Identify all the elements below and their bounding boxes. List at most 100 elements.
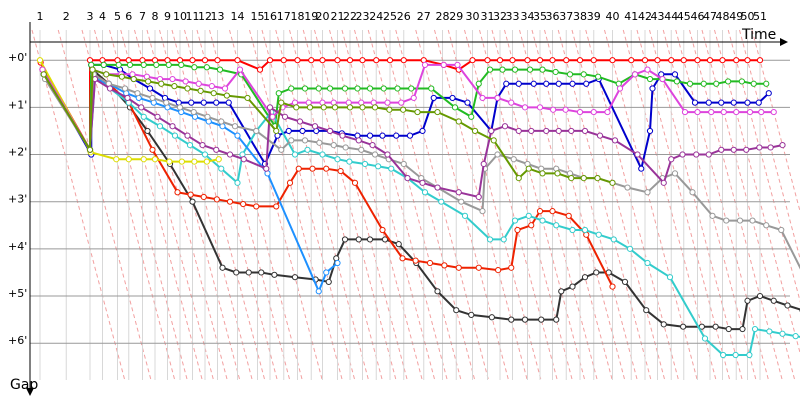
lap-point bbox=[666, 274, 674, 281]
y-tick-label: +5' bbox=[8, 287, 27, 300]
y-tick-label: +4' bbox=[8, 240, 27, 253]
lap-point bbox=[746, 108, 754, 116]
lap-point bbox=[388, 165, 395, 172]
lap-point bbox=[414, 108, 421, 116]
lap-point bbox=[233, 269, 240, 276]
lap-point bbox=[610, 236, 617, 243]
lap-point bbox=[178, 158, 185, 165]
lap-diagonal bbox=[395, 29, 489, 381]
x-axis-label: Time bbox=[741, 27, 776, 43]
lap-point bbox=[453, 307, 460, 314]
lap-point bbox=[144, 127, 151, 135]
lap-point bbox=[514, 226, 521, 234]
lap-label: 9 bbox=[164, 10, 171, 23]
lap-point bbox=[576, 57, 584, 64]
lap-label: 18 bbox=[291, 10, 305, 23]
plot bbox=[36, 57, 800, 359]
lap-point bbox=[536, 208, 544, 215]
lap-point bbox=[733, 108, 740, 116]
lap-label: 11 bbox=[186, 10, 200, 23]
lap-point bbox=[293, 104, 300, 111]
lap-point bbox=[744, 99, 751, 106]
lap-point bbox=[565, 212, 572, 219]
lap-point bbox=[263, 165, 270, 172]
lap-point bbox=[496, 57, 504, 64]
lap-point bbox=[380, 85, 387, 92]
lap-point bbox=[500, 236, 507, 243]
lap-point bbox=[616, 85, 624, 92]
lap-point bbox=[583, 80, 590, 87]
lap-label: 27 bbox=[417, 10, 431, 23]
lap-point bbox=[379, 132, 386, 139]
lap-point bbox=[779, 330, 786, 337]
lap-point bbox=[732, 351, 739, 359]
lap-point bbox=[288, 137, 295, 144]
lap-point bbox=[554, 170, 561, 177]
lap-label: 14 bbox=[231, 10, 245, 23]
lap-point bbox=[659, 75, 666, 83]
lap-label: 28 bbox=[436, 10, 450, 23]
lap-point bbox=[103, 71, 110, 78]
lap-diagonal bbox=[689, 29, 783, 381]
lap-label: 21 bbox=[331, 10, 345, 23]
lap-point bbox=[203, 64, 210, 71]
lap-point bbox=[581, 226, 589, 234]
lap-point bbox=[379, 226, 386, 234]
lap-point bbox=[701, 335, 709, 342]
lap-point bbox=[581, 274, 589, 281]
lap-point bbox=[744, 297, 751, 304]
lap-point bbox=[40, 71, 47, 78]
lap-point bbox=[526, 66, 534, 73]
lap-point bbox=[743, 146, 750, 153]
lap-point bbox=[718, 146, 725, 153]
lap-label: 17 bbox=[277, 10, 291, 23]
lap-point bbox=[421, 189, 429, 196]
lap-point bbox=[182, 78, 189, 85]
lap-point bbox=[188, 99, 195, 106]
lap-point bbox=[694, 57, 701, 64]
lap-point bbox=[455, 189, 462, 196]
lap-diagonal bbox=[636, 29, 731, 381]
lap-point bbox=[611, 137, 619, 144]
lap-point bbox=[756, 144, 763, 151]
lap-point bbox=[660, 321, 667, 328]
lap-point bbox=[266, 104, 274, 111]
lap-point bbox=[118, 73, 125, 80]
lap-label: 50 bbox=[741, 10, 755, 23]
lap-point bbox=[208, 83, 215, 90]
lap-point bbox=[174, 189, 181, 196]
lap-point bbox=[412, 257, 419, 264]
lap-point bbox=[709, 212, 716, 219]
lap-point bbox=[509, 57, 516, 64]
lap-point bbox=[525, 165, 532, 172]
lap-point bbox=[296, 118, 304, 125]
lap-point bbox=[708, 108, 715, 116]
lap-point bbox=[679, 151, 686, 158]
lap-point bbox=[126, 61, 134, 69]
lap-point bbox=[490, 137, 497, 144]
lap-point bbox=[271, 271, 278, 278]
lap-point bbox=[638, 165, 645, 172]
lap-point bbox=[213, 99, 220, 106]
x-axis-arrow bbox=[780, 38, 788, 46]
lap-point bbox=[486, 66, 494, 73]
lap-diagonal bbox=[491, 29, 586, 381]
lap-point bbox=[739, 325, 746, 333]
lap-point bbox=[468, 311, 475, 319]
lap-point bbox=[419, 179, 426, 186]
lap-point bbox=[643, 307, 650, 314]
lap-label: 25 bbox=[383, 10, 397, 23]
lap-point bbox=[428, 85, 435, 92]
lap-point bbox=[596, 132, 604, 139]
lap-point bbox=[566, 71, 574, 78]
lap-point bbox=[763, 222, 770, 229]
lap-point bbox=[451, 104, 459, 111]
lap-point bbox=[200, 99, 207, 106]
lap-point bbox=[210, 90, 217, 97]
lap-point bbox=[770, 297, 777, 304]
lap-point bbox=[169, 123, 176, 130]
lap-point bbox=[145, 78, 152, 85]
lap-diagonal bbox=[662, 29, 757, 381]
lap-point bbox=[594, 175, 601, 182]
